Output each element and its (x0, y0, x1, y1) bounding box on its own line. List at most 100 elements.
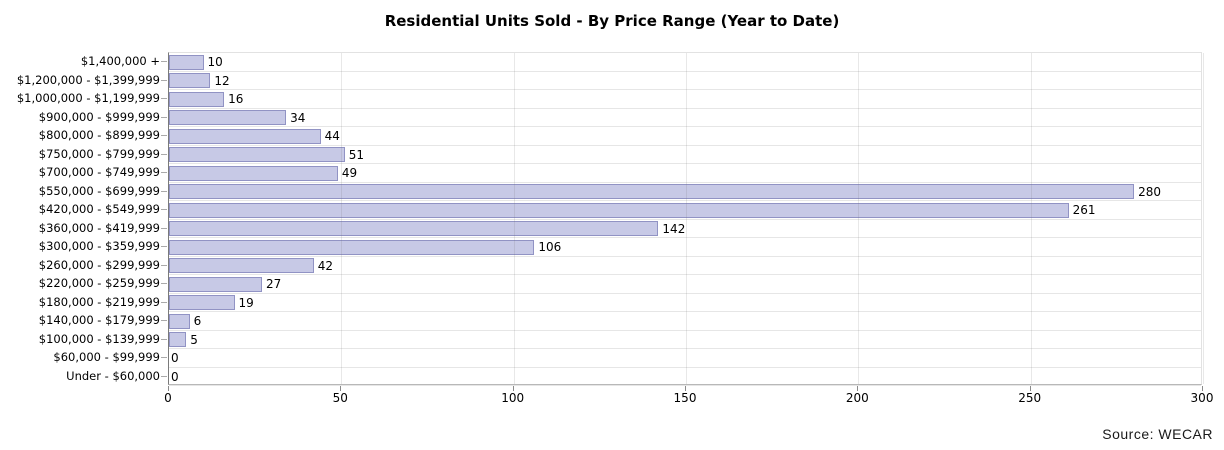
bar-row: 27 (169, 275, 1201, 294)
category-label: $220,000 - $259,999 (38, 276, 160, 290)
bar (169, 147, 345, 163)
bar-row: 49 (169, 164, 1201, 183)
gridline-vertical (513, 53, 515, 384)
category-tick (161, 79, 167, 81)
bar (169, 239, 535, 255)
category-label: $100,000 - $139,999 (38, 331, 160, 346)
x-tick-label: 150 (673, 391, 697, 405)
bar-value-label: 6 (193, 314, 202, 328)
bar-row: 34 (169, 109, 1201, 127)
bar (169, 276, 263, 292)
bar-value-label: 16 (228, 92, 244, 106)
bar-value-label: 49 (341, 166, 358, 180)
category-tick (161, 375, 167, 377)
category-tick (161, 227, 167, 229)
bar (169, 73, 211, 89)
category-tick (161, 301, 167, 303)
bar-value-label: 19 (238, 295, 254, 310)
bar-value-label: 261 (1072, 203, 1096, 217)
gridline-vertical (1030, 53, 1032, 384)
x-tick-label: 100 (501, 391, 525, 405)
bar (169, 313, 190, 329)
category-label: $180,000 - $219,999 (38, 294, 160, 309)
x-tick (168, 386, 169, 391)
bar-row: 10 (169, 53, 1201, 72)
bar (169, 165, 338, 181)
bar (169, 258, 314, 274)
category-tick (161, 116, 167, 118)
bar-value-label: 0 (171, 351, 179, 365)
bar-value-label: 44 (324, 129, 340, 143)
bar-row: 106 (169, 238, 1201, 257)
category-tick (161, 246, 167, 248)
category-label: $1,200,000 - $1,399,999 (16, 72, 160, 87)
x-tick (857, 386, 859, 391)
x-tick (512, 386, 514, 391)
x-tick-label: 50 (332, 391, 348, 405)
bar-row: 280 (169, 183, 1201, 201)
bar-row: 42 (169, 257, 1201, 275)
category-label: $1,400,000 + (80, 54, 160, 68)
category-tick (161, 98, 167, 100)
category-label: $700,000 - $749,999 (38, 165, 160, 179)
category-tick (161, 320, 167, 322)
category-tick (161, 283, 167, 285)
x-tick (340, 386, 342, 391)
category-tick (161, 190, 167, 192)
x-tick-label: 200 (845, 391, 869, 405)
bar-row: 19 (169, 294, 1201, 312)
gridline-vertical (341, 53, 343, 384)
bar-row: 261 (169, 201, 1201, 220)
bar (169, 202, 1069, 218)
bar-value-label: 142 (662, 221, 686, 236)
category-label: $60,000 - $99,999 (53, 350, 160, 364)
x-tick (685, 386, 686, 391)
bar (169, 91, 225, 107)
bar-row: 5 (169, 331, 1201, 349)
category-tick (161, 172, 167, 174)
category-label: $800,000 - $899,999 (38, 128, 160, 142)
gridline-vertical (686, 53, 687, 384)
category-label: $140,000 - $179,999 (38, 313, 160, 327)
category-tick (161, 209, 167, 211)
x-tick (1202, 386, 1203, 391)
bar-value-label: 280 (1138, 184, 1161, 199)
bar (169, 128, 321, 144)
gridline-vertical (1203, 53, 1204, 384)
category-label: Under - $60,000 (66, 368, 160, 383)
bar-value-label: 34 (290, 110, 306, 125)
category-label: $300,000 - $359,999 (38, 239, 160, 253)
bar-value-label: 51 (348, 147, 365, 162)
category-tick (161, 357, 167, 359)
bar-row: 0 (169, 349, 1201, 368)
category-tick (161, 264, 167, 266)
x-tick-label: 300 (1190, 391, 1214, 405)
bar (169, 332, 187, 348)
x-tick-label: 250 (1018, 391, 1042, 405)
bar-value-label: 5 (190, 332, 198, 347)
source-credit: Source: WECAR (1102, 426, 1213, 442)
category-tick (161, 153, 167, 155)
category-label: $750,000 - $799,999 (38, 146, 160, 161)
bar-row: 0 (169, 368, 1201, 386)
category-tick (161, 338, 167, 340)
bar (169, 221, 659, 237)
category-label: $1,000,000 - $1,199,999 (16, 91, 160, 105)
category-label: $260,000 - $299,999 (38, 257, 160, 272)
bar-value-label: 27 (266, 277, 282, 291)
category-label: $420,000 - $549,999 (38, 202, 160, 216)
category-tick (161, 135, 167, 137)
bar-row: 51 (169, 146, 1201, 164)
category-label: $360,000 - $419,999 (38, 220, 160, 235)
bar-row: 12 (169, 72, 1201, 90)
bar-row: 6 (169, 312, 1201, 331)
x-tick-label: 0 (164, 391, 172, 405)
bar-value-label: 0 (171, 369, 179, 384)
bar (169, 184, 1135, 200)
plot-area: 10 12 16 34 44 51 49 280 261 142 106 42 27 19 6 5 0 0 (168, 52, 1204, 386)
category-tick (161, 61, 167, 63)
bar-row: 44 (169, 127, 1201, 146)
chart-title: Residential Units Sold - By Price Range … (384, 12, 840, 30)
bar-row: 16 (169, 90, 1201, 109)
bar (169, 54, 204, 70)
